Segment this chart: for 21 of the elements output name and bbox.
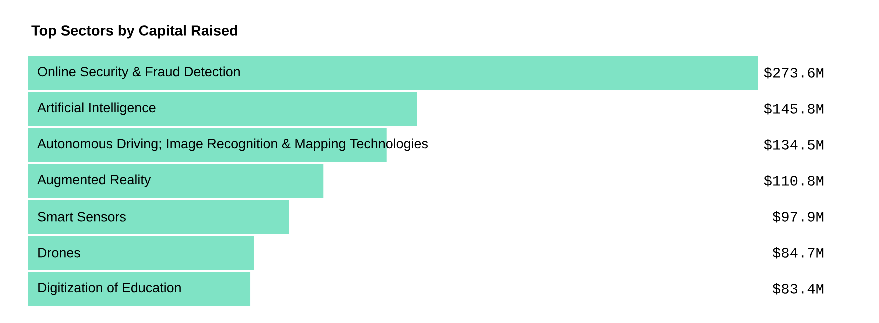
data-label: $273.6M <box>764 67 824 79</box>
bar <box>28 200 290 234</box>
chart-title: Top Sectors by Capital Raised <box>32 25 238 39</box>
data-label: $84.7M <box>772 247 824 259</box>
bar <box>28 236 254 270</box>
bar <box>28 56 758 90</box>
y-tick-label: Smart Sensors <box>38 212 126 222</box>
data-label: $83.4M <box>772 283 824 295</box>
y-tick-label: Artificial Intelligence <box>38 102 156 116</box>
bar <box>28 272 251 306</box>
y-tick-label: Augmented Reality <box>38 174 152 188</box>
data-label: $110.8M <box>764 175 824 187</box>
bar <box>28 92 418 126</box>
y-tick-label: Digitization of Education <box>38 282 181 296</box>
y-tick-label: Drones <box>38 248 80 258</box>
data-label: $134.5M <box>764 139 824 151</box>
bar <box>28 164 324 198</box>
data-label: $145.8M <box>764 103 824 115</box>
y-tick-label: Online Security & Fraud Detection <box>38 66 240 80</box>
data-label: $97.9M <box>772 211 824 223</box>
y-tick-label: Autonomous Driving; Image Recognition & Mapping Technologies <box>38 138 428 152</box>
